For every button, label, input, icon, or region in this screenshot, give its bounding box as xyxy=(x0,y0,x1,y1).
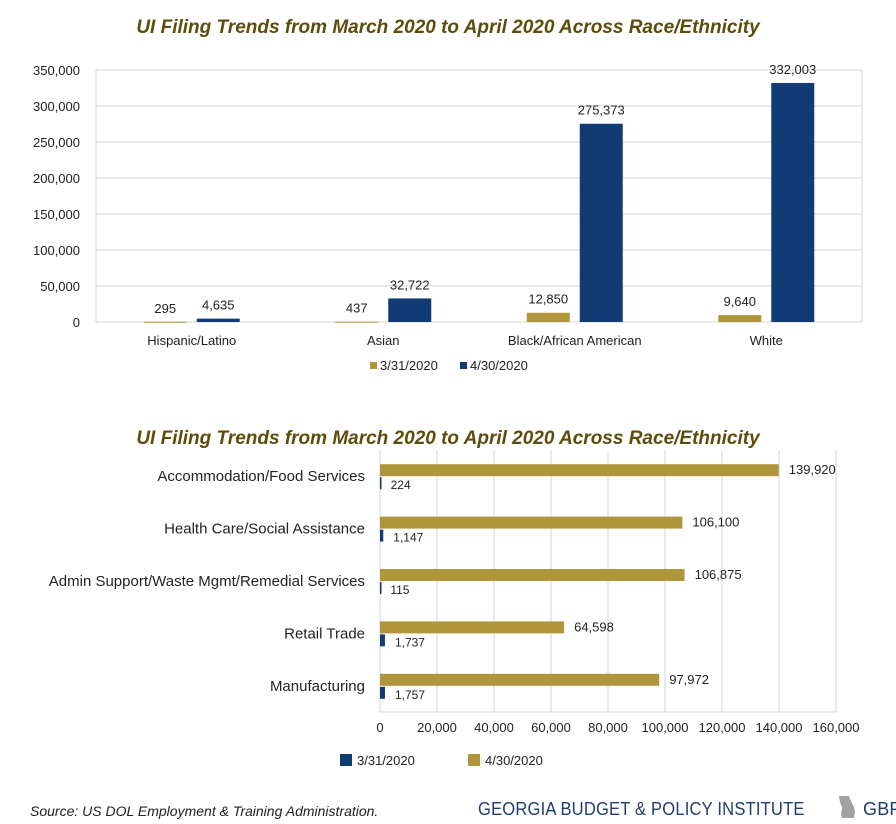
bar xyxy=(380,582,382,594)
data-label: 64,598 xyxy=(574,619,614,634)
org-name: GEORGIA BUDGET & POLICY INSTITUTE xyxy=(478,798,805,819)
bar xyxy=(380,673,660,686)
y-category-label: Admin Support/Waste Mgmt/Remedial Servic… xyxy=(49,573,365,590)
bar xyxy=(771,82,815,322)
y-category-label: Health Care/Social Assistance xyxy=(164,521,365,538)
bar xyxy=(388,298,432,322)
georgia-state-icon xyxy=(837,795,857,824)
data-label: 139,920 xyxy=(789,462,836,477)
bar xyxy=(143,321,187,323)
chart1-title: UI Filing Trends from March 2020 to Apri… xyxy=(136,17,760,38)
y-tick-label: 100,000 xyxy=(33,243,80,258)
data-label: 106,875 xyxy=(695,567,742,582)
bar xyxy=(335,321,379,323)
x-category-label: White xyxy=(750,333,783,348)
bar xyxy=(380,516,683,529)
x-category-label: Black/African American xyxy=(508,333,642,348)
bar xyxy=(579,123,623,322)
x-category-label: Asian xyxy=(367,333,400,348)
chart2-title: UI Filing Trends from March 2020 to Apri… xyxy=(136,428,760,449)
x-tick-label: 60,000 xyxy=(531,720,571,735)
bar xyxy=(380,464,779,477)
bar xyxy=(380,569,685,581)
legend-label: 3/31/2020 xyxy=(357,753,415,768)
legend-label: 4/30/2020 xyxy=(485,753,543,768)
bar xyxy=(196,318,240,322)
x-tick-label: 140,000 xyxy=(756,720,803,735)
x-tick-label: 40,000 xyxy=(474,720,514,735)
data-label: 1,757 xyxy=(395,688,425,702)
data-label: 97,972 xyxy=(669,672,709,687)
y-tick-label: 350,000 xyxy=(33,63,80,78)
x-tick-label: 160,000 xyxy=(813,720,860,735)
y-tick-label: 50,000 xyxy=(40,279,80,294)
x-tick-label: 100,000 xyxy=(642,720,689,735)
bar xyxy=(718,315,762,322)
bar xyxy=(380,477,382,490)
x-tick-label: 20,000 xyxy=(417,720,457,735)
data-label: 106,100 xyxy=(692,515,739,530)
y-category-label: Manufacturing xyxy=(270,678,365,695)
bar xyxy=(380,621,565,634)
legend-label: 3/31/2020 xyxy=(380,358,438,373)
gbpi-logo: GEORGIA BUDGET & POLICY INSTITUTE GBPI.o… xyxy=(478,795,896,824)
x-tick-label: 120,000 xyxy=(699,720,746,735)
source-note: Source: US DOL Employment & Training Adm… xyxy=(30,803,379,819)
data-label: 295 xyxy=(154,301,176,316)
data-label: 32,722 xyxy=(390,277,430,292)
industry-bar-chart: 0 20,000 40,000 60,000 80,000 100,000 120,000 1… xyxy=(49,450,860,768)
y-category-label: Retail Trade xyxy=(284,625,365,642)
legend-swatch xyxy=(340,754,352,766)
x-tick-label: 80,000 xyxy=(588,720,628,735)
bar xyxy=(380,634,385,647)
data-label: 115 xyxy=(390,583,409,597)
data-label: 4,635 xyxy=(202,298,235,313)
y-category-label: Accommodation/Food Services xyxy=(157,468,365,485)
legend-swatch xyxy=(460,362,467,369)
legend-label: 4/30/2020 xyxy=(470,358,528,373)
y-tick-label: 0 xyxy=(73,315,80,330)
bar xyxy=(526,312,570,322)
x-tick-label: 0 xyxy=(376,720,383,735)
x-category-label: Hispanic/Latino xyxy=(147,333,236,348)
y-tick-label: 300,000 xyxy=(33,99,80,114)
data-label: 9,640 xyxy=(723,294,756,309)
y-tick-label: 250,000 xyxy=(33,135,80,150)
data-label: 332,003 xyxy=(769,62,816,77)
data-label: 437 xyxy=(346,301,368,316)
bar xyxy=(380,686,386,699)
y-tick-label: 150,000 xyxy=(33,207,80,222)
race-ethnicity-bar-chart: 0 50,000 100,000 150,000 200,000 250,000 300,0… xyxy=(33,62,863,373)
y-tick-label: 200,000 xyxy=(33,171,80,186)
data-label: 1,737 xyxy=(395,635,425,649)
legend-swatch xyxy=(468,754,480,766)
data-label: 275,373 xyxy=(578,103,625,118)
bar xyxy=(380,529,384,542)
data-label: 1,147 xyxy=(393,531,423,545)
data-label: 224 xyxy=(391,478,411,492)
legend-swatch xyxy=(370,362,377,369)
data-label: 12,850 xyxy=(528,292,568,307)
site-url: GBPI.org xyxy=(863,798,896,819)
